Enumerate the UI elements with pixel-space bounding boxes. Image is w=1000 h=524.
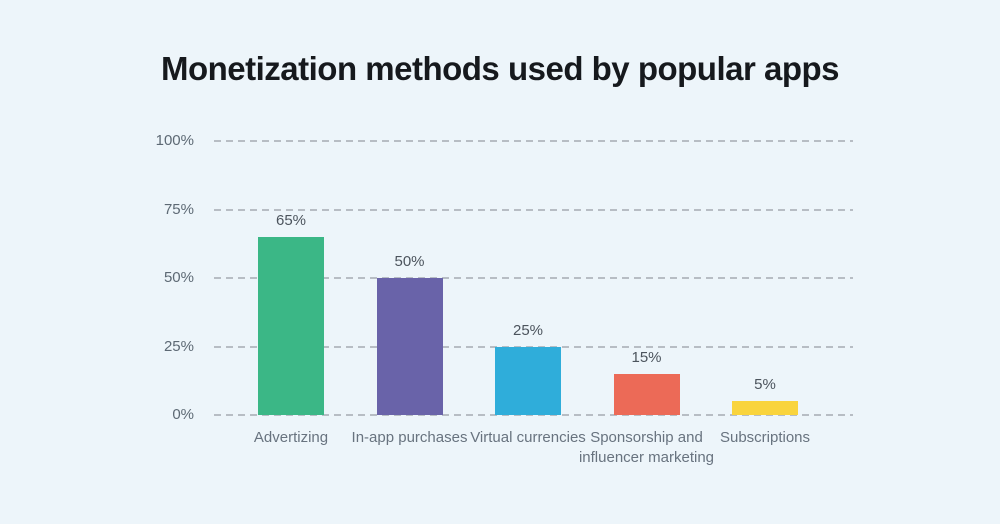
y-axis-tick-label: 75% bbox=[163, 200, 194, 218]
bar-group: 5% bbox=[732, 141, 798, 415]
bar-virtual-currencies bbox=[495, 346, 561, 415]
bar-group: 50% bbox=[376, 141, 443, 415]
bar-value-label: 65% bbox=[275, 211, 307, 229]
chart-title: Monetization methods used by popular app… bbox=[160, 50, 840, 87]
category-label-virtual-currencies: Virtual currencies bbox=[470, 429, 586, 446]
category-label-advertizing: Advertizing bbox=[253, 429, 329, 446]
bar-group: 25% bbox=[495, 141, 561, 415]
category-label-subscriptions: Subscriptions bbox=[719, 429, 811, 446]
bar-value-label: 50% bbox=[394, 253, 425, 270]
y-axis-tick-label: 25% bbox=[163, 337, 194, 355]
y-axis-tick-label: 100% bbox=[155, 132, 194, 149]
bar-advertizing bbox=[258, 236, 324, 415]
bar-group: 15% bbox=[613, 141, 680, 415]
bar-in-app-purchases bbox=[376, 278, 443, 415]
bar-value-label: 25% bbox=[512, 321, 544, 339]
bar-value-label: 5% bbox=[754, 376, 776, 394]
gridline bbox=[214, 140, 853, 142]
y-axis-tick-label: 50% bbox=[163, 269, 194, 286]
bar-subscriptions bbox=[732, 401, 798, 415]
bar-group: 65% bbox=[258, 141, 324, 415]
gridline bbox=[214, 208, 853, 211]
gridline bbox=[214, 414, 853, 416]
gridline bbox=[214, 277, 853, 279]
category-label-in-app-purchases: In-app purchases bbox=[351, 429, 468, 446]
plot-area: 65% 50% 25% 15% 5% bbox=[214, 140, 853, 416]
bar-value-label: 15% bbox=[631, 348, 662, 366]
y-axis-tick-label: 0% bbox=[172, 406, 194, 423]
category-label-sponsorship-and-influencer-marketing: Sponsorship and influencer marketing bbox=[578, 429, 715, 466]
bar-sponsorship-and-influencer-marketing bbox=[613, 373, 680, 415]
